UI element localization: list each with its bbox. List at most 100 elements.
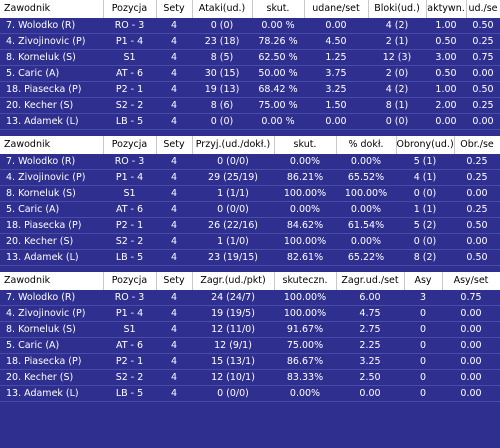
table-row[interactable]: 5. Caric (A) AT - 6 4 12 (9/1) 75.00% 2.25 0 0.… bbox=[0, 338, 500, 354]
table-row[interactable]: 5. Caric (A) AT - 6 4 30 (15) 50.00 % 3.75 2 (… bbox=[0, 66, 500, 82]
stat-cell: 15 (13/1) bbox=[211, 356, 255, 367]
stat-cell: 0.75 bbox=[460, 292, 482, 303]
table-row[interactable]: 8. Korneluk (S) S1 4 8 (5) 62.50 % 1.25 12 (3)… bbox=[0, 50, 500, 66]
stat-cell: 1.50 bbox=[325, 100, 347, 111]
stat-cell: 8 (5) bbox=[210, 52, 234, 63]
col-header[interactable]: Sety bbox=[156, 0, 193, 18]
stat-cell: 1 (1/0) bbox=[217, 236, 249, 247]
stat-cell: 0.00 bbox=[466, 188, 488, 199]
player-name-cell: 13. Adamek (L) bbox=[6, 116, 79, 127]
stat-cell: 0.00% bbox=[289, 388, 321, 399]
stat-cell: 0.00% bbox=[350, 156, 382, 167]
stat-cell: 0.00 bbox=[460, 372, 482, 383]
stat-cell: 5 (2) bbox=[413, 220, 437, 231]
stat-cell: 100.00% bbox=[283, 188, 327, 199]
stat-cell: 62.50 % bbox=[258, 52, 298, 63]
table-row[interactable]: 4. Zivojinovic (P) P1 - 4 4 23 (18) 78.26 % 4… bbox=[0, 34, 500, 50]
col-header[interactable]: Bloki(ud.) bbox=[368, 0, 427, 18]
stat-cell: 6.00 bbox=[359, 292, 381, 303]
col-header[interactable]: skut. bbox=[274, 136, 337, 154]
stat-cell: 4 bbox=[170, 84, 178, 95]
stat-cell: S2 - 2 bbox=[115, 372, 144, 383]
stat-cell: 0.25 bbox=[466, 156, 488, 167]
col-header[interactable]: skut. bbox=[252, 0, 305, 18]
col-header[interactable]: Obr./se bbox=[454, 136, 500, 154]
table-row[interactable]: 7. Wolodko (R) RO - 3 4 24 (24/7) 100.00% 6.0… bbox=[0, 290, 500, 306]
stat-cell: 4 (2) bbox=[385, 84, 409, 95]
table-header-row: Zawodnik Pozycja Sety Przyj.(ud./dokł.) … bbox=[0, 136, 500, 154]
table-row[interactable]: 20. Kecher (S) S2 - 2 4 12 (10/1) 83.33% 2.50… bbox=[0, 370, 500, 386]
table-row[interactable]: 8. Korneluk (S) S1 4 1 (1/1) 100.00% 100.00% 0… bbox=[0, 186, 500, 202]
attack-block-stats-panel: Zawodnik Pozycja Sety Ataki(ud.) skut. u… bbox=[0, 0, 500, 130]
stat-cell: 3.75 bbox=[325, 68, 347, 79]
col-header[interactable]: Pozycja bbox=[103, 0, 157, 18]
table-row[interactable]: 8. Korneluk (S) S1 4 12 (11/0) 91.67% 2.75 0 0.… bbox=[0, 322, 500, 338]
col-header[interactable]: Zagr.ud./set bbox=[336, 272, 405, 290]
col-header[interactable]: Zawodnik bbox=[0, 0, 104, 18]
table-row[interactable]: 18. Piasecka (P) P2 - 1 4 26 (22/16) 84.62% 6… bbox=[0, 218, 500, 234]
stat-cell: 4 bbox=[170, 204, 178, 215]
table-row[interactable]: 13. Adamek (L) LB - 5 4 23 (19/15) 82.61% 65.… bbox=[0, 250, 500, 266]
stat-cell: S2 - 2 bbox=[115, 100, 144, 111]
table-row[interactable]: 4. Zivojinovic (P) P1 - 4 4 29 (25/19) 86.21… bbox=[0, 170, 500, 186]
table-row[interactable]: 18. Piasecka (P) P2 - 1 4 15 (13/1) 86.67% 3.… bbox=[0, 354, 500, 370]
col-header[interactable]: Zagr.(ud./pkt) bbox=[192, 272, 275, 290]
col-header[interactable]: Asy bbox=[404, 272, 443, 290]
stat-cell: LB - 5 bbox=[115, 252, 144, 263]
stat-cell: 0.50 bbox=[435, 68, 457, 79]
stat-cell: 4 bbox=[170, 20, 178, 31]
reception-defense-table: Zawodnik Pozycja Sety Przyj.(ud./dokł.) … bbox=[0, 136, 500, 266]
player-name-cell: 20. Kecher (S) bbox=[6, 372, 74, 383]
col-header[interactable]: udane/set bbox=[304, 0, 369, 18]
col-header[interactable]: Pozycja bbox=[103, 272, 157, 290]
table-row[interactable]: 5. Caric (A) AT - 6 4 0 (0/0) 0.00% 0.00% 1 (1… bbox=[0, 202, 500, 218]
table-row[interactable]: 4. Zivojinovic (P) P1 - 4 4 19 (19/5) 100.00… bbox=[0, 306, 500, 322]
col-header[interactable]: skuteczn. bbox=[274, 272, 337, 290]
table-row[interactable]: 20. Kecher (S) S2 - 2 4 8 (6) 75.00 % 1.50 8 (… bbox=[0, 98, 500, 114]
stat-cell: 0.00 bbox=[472, 116, 494, 127]
player-name-cell: 8. Korneluk (S) bbox=[6, 188, 76, 199]
table-row[interactable]: 18. Piasecka (P) P2 - 1 4 19 (13) 68.42 % 3.2… bbox=[0, 82, 500, 98]
table-row[interactable]: 7. Wolodko (R) RO - 3 4 0 (0/0) 0.00% 0.00% 5 … bbox=[0, 154, 500, 170]
stat-cell: 30 (15) bbox=[204, 68, 240, 79]
stat-cell: S1 bbox=[123, 188, 136, 199]
stat-cell: 4 bbox=[170, 252, 178, 263]
stat-cell: RO - 3 bbox=[114, 156, 145, 167]
stat-cell: 19 (19/5) bbox=[211, 308, 255, 319]
col-header[interactable]: Obrony(ud.) bbox=[396, 136, 455, 154]
col-header[interactable]: Pozycja bbox=[103, 136, 157, 154]
col-header[interactable]: Zawodnik bbox=[0, 136, 104, 154]
player-name-cell: 20. Kecher (S) bbox=[6, 100, 74, 111]
col-header[interactable]: Przyj.(ud./dokł.) bbox=[192, 136, 275, 154]
table-row[interactable]: 13. Adamek (L) LB - 5 4 0 (0/0) 0.00% 0.00 0 0.… bbox=[0, 386, 500, 402]
stat-cell: 100.00% bbox=[283, 308, 327, 319]
stat-cell: 4 bbox=[170, 388, 178, 399]
col-header[interactable]: Sety bbox=[156, 136, 193, 154]
stat-cell: 100.00% bbox=[283, 236, 327, 247]
stat-cell: 0 bbox=[419, 356, 427, 367]
col-header[interactable]: aktywn. bbox=[426, 0, 467, 18]
stat-cell: 0.00 bbox=[435, 116, 457, 127]
stat-cell: 2 (1) bbox=[385, 36, 409, 47]
table-row[interactable]: 7. Wolodko (R) RO - 3 4 0 (0) 0.00 % 0.00 4 (2… bbox=[0, 18, 500, 34]
stat-cell: 2.75 bbox=[359, 324, 381, 335]
col-header[interactable]: Zawodnik bbox=[0, 272, 104, 290]
stat-cell: P2 - 1 bbox=[115, 84, 144, 95]
col-header[interactable]: Ataki(ud.) bbox=[192, 0, 253, 18]
stat-cell: AT - 6 bbox=[115, 204, 144, 215]
table-row[interactable]: 20. Kecher (S) S2 - 2 4 1 (1/0) 100.00% 0.00%… bbox=[0, 234, 500, 250]
col-header[interactable]: Sety bbox=[156, 272, 193, 290]
stat-cell: 0.00% bbox=[350, 204, 382, 215]
col-header[interactable]: ud./se bbox=[466, 0, 500, 18]
stat-cell: 0.00 bbox=[472, 68, 494, 79]
table-row[interactable]: 13. Adamek (L) LB - 5 4 0 (0) 0.00 % 0.00 0 (0… bbox=[0, 114, 500, 130]
stat-cell: 0.00 % bbox=[261, 20, 295, 31]
stat-cell: 0 (0/0) bbox=[217, 204, 249, 215]
stat-cell: 0.25 bbox=[472, 100, 494, 111]
stat-cell: 0 (0/0) bbox=[217, 156, 249, 167]
col-header[interactable]: % dokł. bbox=[336, 136, 397, 154]
stat-cell: 19 (13) bbox=[204, 84, 240, 95]
player-name-cell: 7. Wolodko (R) bbox=[6, 292, 76, 303]
stat-cell: 0.25 bbox=[466, 172, 488, 183]
col-header[interactable]: Asy/set bbox=[442, 272, 500, 290]
